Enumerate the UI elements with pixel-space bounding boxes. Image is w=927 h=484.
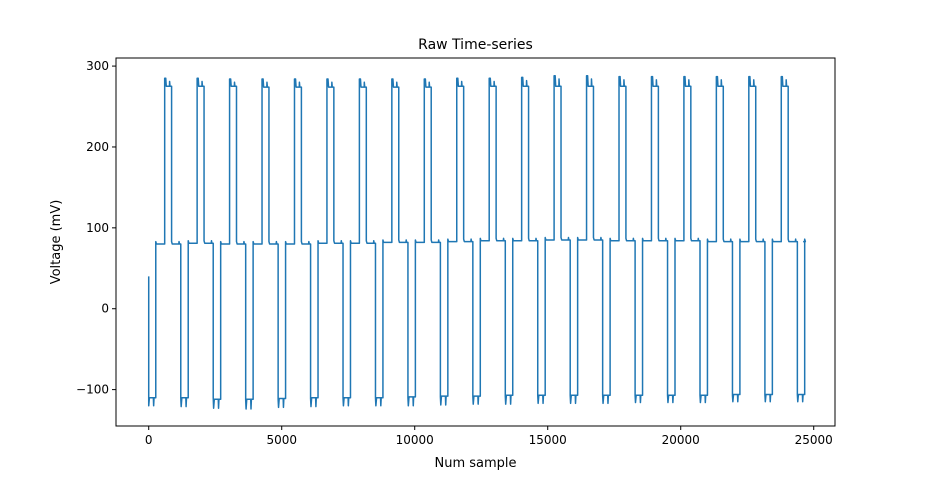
x-axis-ticks: 0 5000 10000 15000 20000 25000 xyxy=(145,426,833,447)
y-tick-label: 300 xyxy=(86,59,109,73)
series-line-0 xyxy=(147,75,807,410)
y-tick-label: 0 xyxy=(101,302,109,316)
y-tick-label: −100 xyxy=(76,383,109,397)
y-axis-ticks: −100 0 100 200 300 xyxy=(76,59,116,397)
y-tick-label: 200 xyxy=(86,140,109,154)
y-axis-label: Voltage (mV) xyxy=(49,200,64,285)
chart-title: Raw Time-series xyxy=(418,37,533,53)
x-tick-label: 20000 xyxy=(662,433,700,447)
x-tick-label: 10000 xyxy=(396,433,434,447)
x-tick-label: 0 xyxy=(145,433,153,447)
x-axis-label: Num sample xyxy=(434,456,516,471)
x-tick-label: 25000 xyxy=(795,433,833,447)
x-tick-label: 5000 xyxy=(266,433,297,447)
y-tick-label: 100 xyxy=(86,221,109,235)
x-tick-label: 15000 xyxy=(529,433,567,447)
plot-frame xyxy=(115,57,836,427)
series-layer xyxy=(147,75,807,410)
